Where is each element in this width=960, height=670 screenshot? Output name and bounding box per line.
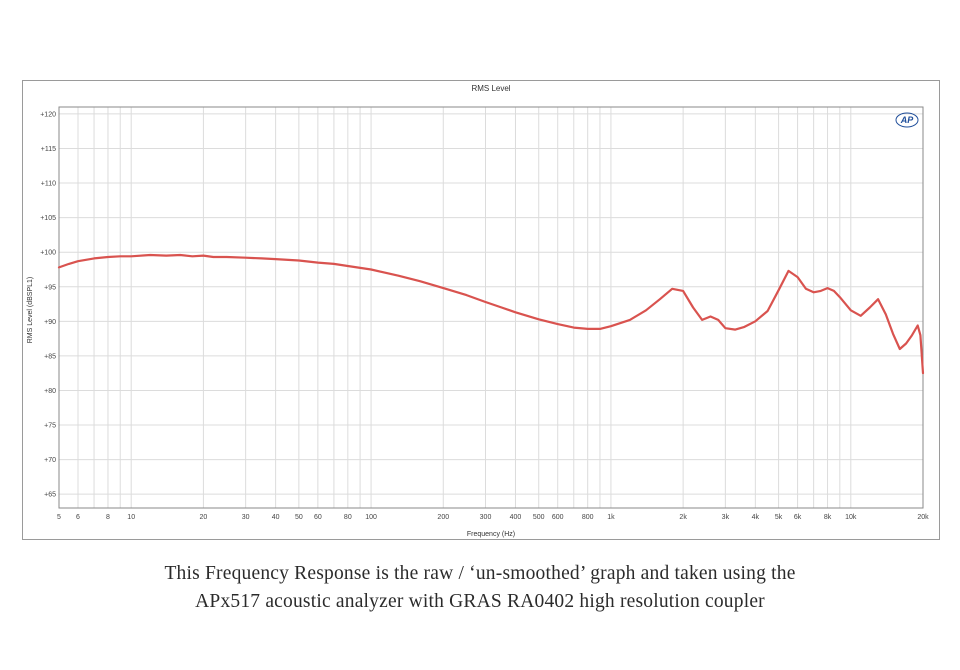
x-tick-label: 30 [242, 514, 250, 521]
x-tick-label: 6 [76, 514, 80, 521]
caption-line-2: APx517 acoustic analyzer with GRAS RA040… [195, 591, 765, 612]
x-tick-label: 500 [533, 514, 545, 521]
x-tick-label: 6k [794, 514, 802, 521]
x-tick-label: 80 [344, 514, 352, 521]
y-tick-label: +120 [40, 111, 56, 118]
y-tick-label: +85 [44, 353, 56, 360]
plot-area-border [58, 106, 924, 509]
ap-logo-icon: AP [895, 112, 919, 128]
x-tick-label: 40 [272, 514, 280, 521]
ap-logo-text: AP [900, 115, 914, 125]
x-tick-label: 10 [127, 514, 135, 521]
y-tick-label: +90 [44, 319, 56, 326]
x-tick-label: 50 [295, 514, 303, 521]
y-tick-label: +115 [41, 146, 56, 153]
x-tick-label: 3k [722, 514, 730, 521]
series-layer [57, 253, 925, 375]
x-tick-label: 5 [57, 514, 61, 521]
x-tick-label: 60 [314, 514, 322, 521]
grid-lines [58, 107, 924, 508]
figure-caption: This Frequency Response is the raw / ‘un… [0, 560, 960, 616]
frequency-response-chart: RMS Level 5 6 8 10 20 30 40 50 60 80 100 200 300 400 5… [22, 80, 940, 540]
x-tick-label: 8k [824, 514, 832, 521]
y-tick-label: +110 [41, 181, 56, 188]
y-tick-label: +80 [44, 388, 56, 395]
x-tick-label: 20k [917, 514, 929, 521]
x-tick-label: 8 [106, 514, 110, 521]
x-tick-label: 4k [752, 514, 760, 521]
chart-canvas: RMS Level 5 6 8 10 20 30 40 50 60 80 100 200 300 400 5… [27, 84, 929, 538]
x-tick-label: 100 [365, 514, 377, 521]
x-tick-label: 10k [845, 514, 857, 521]
x-tick-label: 600 [552, 514, 564, 521]
x-tick-label: 1k [607, 514, 615, 521]
y-tick-label: +65 [44, 492, 56, 499]
series-line [57, 253, 925, 375]
x-tick-label: 200 [437, 514, 449, 521]
y-axis-label: RMS Level (dBSPL1) [27, 277, 34, 344]
x-tick-label: 2k [679, 514, 687, 521]
axis-ticks: 5 6 8 10 20 30 40 50 60 80 100 200 300 400 500 600 800 1k… [40, 111, 929, 521]
caption-line-1: This Frequency Response is the raw / ‘un… [164, 563, 796, 584]
x-tick-label: 400 [510, 514, 522, 521]
y-tick-label: +95 [44, 284, 56, 291]
y-tick-label: +75 [44, 423, 56, 430]
x-tick-label: 300 [480, 514, 492, 521]
y-tick-label: +70 [44, 457, 56, 464]
x-tick-label: 800 [582, 514, 594, 521]
y-tick-label: +105 [40, 215, 56, 222]
x-tick-label: 5k [775, 514, 783, 521]
y-tick-label: +100 [40, 250, 56, 257]
chart-title: RMS Level [471, 84, 510, 93]
x-axis-label: Frequency (Hz) [467, 531, 515, 538]
x-tick-label: 20 [200, 514, 208, 521]
